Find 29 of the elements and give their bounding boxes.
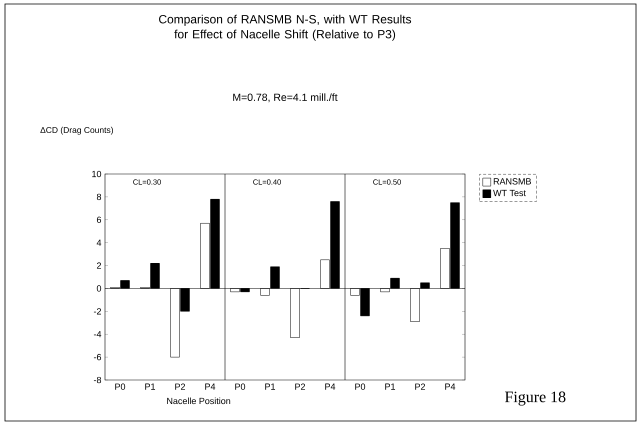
y-axis-title: ΔCD (Drag Counts) xyxy=(40,126,113,135)
y-tick-label: 10 xyxy=(92,170,102,178)
y-tick-label: 6 xyxy=(96,216,102,223)
x-axis-title: Nacelle Position xyxy=(167,398,230,404)
y-tick-label: -8 xyxy=(94,376,102,384)
caption: Figure 18 xyxy=(504,392,566,406)
y-tick-label: 2 xyxy=(96,262,102,269)
x-tick-label: P2 xyxy=(175,384,186,390)
y-tick-label: 8 xyxy=(96,194,102,200)
y-tick-label: -6 xyxy=(94,354,102,360)
x-tick-label: P4 xyxy=(325,384,336,390)
x-tick-label: P0 xyxy=(235,384,246,390)
y-tick-label: -4 xyxy=(94,331,102,338)
y-tick-label: 4 xyxy=(96,240,102,246)
x-tick-label: P4 xyxy=(445,384,456,390)
x-tick-label: P1 xyxy=(145,384,156,390)
x-tick-label: P2 xyxy=(295,384,306,390)
chart-title: Comparison of RANSMB N-S, with WT Results for Effect of Nacelle Shift (Relative to P3) xyxy=(159,14,412,41)
x-tick-label: P2 xyxy=(415,384,426,390)
y-tick-label: -2 xyxy=(94,308,102,314)
y-tick-label: 0 xyxy=(96,285,102,292)
x-tick-label: P4 xyxy=(205,384,216,390)
x-tick-label: P1 xyxy=(265,384,276,390)
x-tick-label: P1 xyxy=(385,384,396,390)
legend-label: WT Test xyxy=(493,190,526,196)
x-tick-label: P0 xyxy=(355,384,366,390)
legend-label: RANSMB xyxy=(494,178,531,185)
chart-subtitle: M=0.78, Re=4.1 mill./ft xyxy=(233,93,338,102)
x-tick-label: P0 xyxy=(115,384,126,390)
